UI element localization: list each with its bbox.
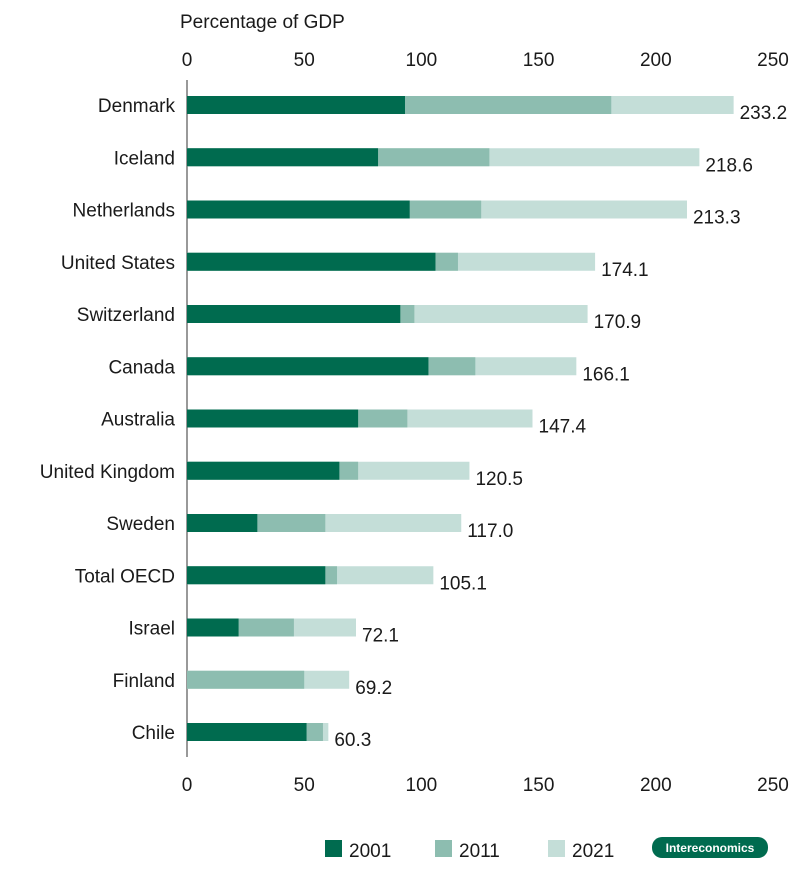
bar-2001 [187, 252, 436, 271]
x-tick-label-bottom: 50 [294, 775, 315, 796]
category-label: Sweden [106, 514, 175, 535]
data-label: 213.3 [693, 208, 741, 229]
bar-row: Finland 69.2 [113, 670, 392, 699]
category-label: Finland [113, 671, 175, 692]
data-label: 166.1 [582, 364, 630, 385]
x-tick-label-bottom: 150 [523, 775, 555, 796]
category-label: Netherlands [73, 201, 175, 222]
brand-label: Intereconomics [666, 841, 755, 855]
category-label: United Kingdom [40, 462, 175, 483]
data-label: 218.6 [705, 155, 753, 176]
legend-label: 2021 [572, 841, 614, 862]
x-tick-label-top: 200 [640, 50, 672, 71]
bar-2001 [187, 305, 401, 323]
category-label: Australia [101, 410, 175, 431]
x-tick-label-top: 50 [294, 50, 315, 71]
bar-row: Iceland 218.6 [114, 148, 753, 176]
category-label: Denmark [98, 96, 176, 117]
brand-badge: Intereconomics [652, 837, 768, 858]
category-label: Chile [132, 723, 175, 744]
bar-row: Chile 60.3 [132, 723, 371, 751]
legend-label: 2011 [459, 841, 500, 862]
bar-2001 [187, 514, 258, 532]
data-label: 69.2 [355, 678, 392, 699]
category-label: Canada [108, 357, 175, 378]
data-label: 60.3 [334, 730, 371, 751]
bar-2001 [187, 200, 410, 219]
category-label: Iceland [114, 148, 175, 169]
bar-2001 [187, 357, 429, 376]
bar-2001 [187, 409, 359, 428]
x-tick-label-top: 0 [182, 50, 193, 71]
bar-2001 [187, 148, 379, 167]
data-label: 233.2 [740, 103, 788, 124]
bar-2011 [187, 670, 305, 689]
data-label: 147.4 [539, 417, 587, 438]
legend-swatch-2021 [548, 840, 565, 857]
bar-2001 [187, 723, 307, 741]
bar-row: Sweden 117.0 [106, 514, 513, 542]
bar-2001 [187, 566, 326, 585]
bar-row: United States 174.1 [61, 252, 649, 281]
legend-label: 2001 [349, 841, 391, 862]
bar-2001 [187, 461, 340, 480]
data-label: 72.1 [362, 626, 399, 647]
category-label: Switzerland [77, 305, 175, 326]
x-tick-label-bottom: 250 [757, 775, 789, 796]
category-label: Israel [129, 619, 175, 640]
data-label: 170.9 [594, 312, 642, 333]
bar-row: United Kingdom 120.5 [40, 461, 523, 490]
bar-row: Switzerland 170.9 [77, 305, 641, 333]
data-label: 174.1 [601, 260, 649, 281]
bar-row: Canada 166.1 [108, 357, 630, 385]
x-tick-label-top: 250 [757, 50, 789, 71]
x-tick-label-bottom: 200 [640, 775, 672, 796]
x-tick-label-bottom: 0 [182, 775, 193, 796]
x-tick-label-bottom: 100 [406, 775, 438, 796]
x-axis-title: Percentage of GDP [180, 12, 345, 33]
data-label: 105.1 [439, 573, 487, 594]
bar-row: Australia 147.4 [101, 409, 587, 438]
bar-row: Total OECD 105.1 [75, 566, 487, 594]
bar-2001 [187, 618, 239, 637]
category-label: Total OECD [75, 566, 175, 587]
bar-row: Israel 72.1 [129, 618, 399, 647]
x-tick-label-top: 150 [523, 50, 555, 71]
bar-row: Netherlands 213.3 [73, 200, 741, 229]
category-label: United States [61, 253, 175, 274]
bar-2001 [187, 96, 405, 114]
x-tick-label-top: 100 [406, 50, 438, 71]
data-label: 117.0 [467, 521, 513, 542]
bar-row: Denmark 233.2 [98, 96, 787, 124]
legend-swatch-2001 [325, 840, 342, 857]
legend-swatch-2011 [435, 840, 452, 857]
data-label: 120.5 [475, 469, 523, 490]
